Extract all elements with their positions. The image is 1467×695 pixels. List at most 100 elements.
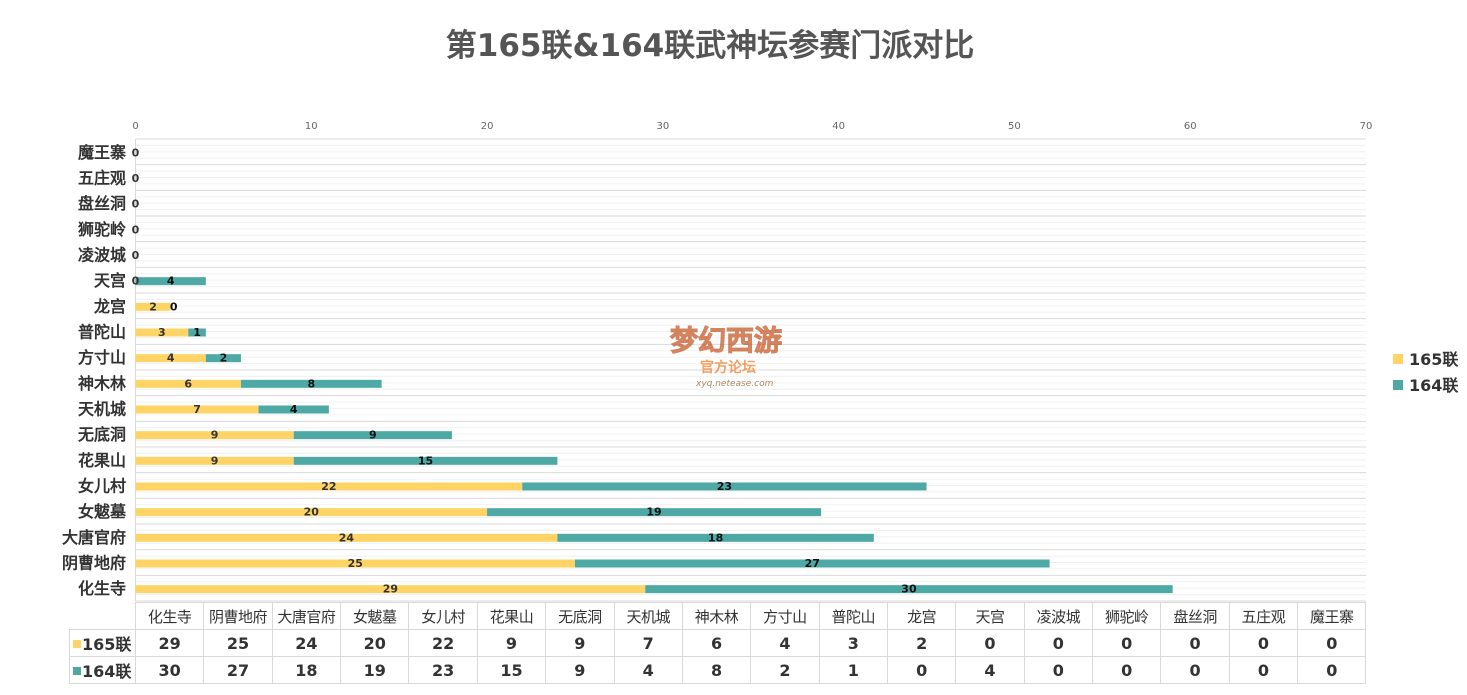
table-category-header: 魔王寨 [1297,602,1367,630]
category-label: 天机城 [78,400,126,419]
bar-164 [487,508,822,517]
data-label-165: 0 [132,198,140,211]
data-label-164: 27 [805,557,820,570]
table-series-header-164联: 164联 [69,656,136,684]
category-label: 普陀山 [78,323,126,342]
bar-chart: 0 10 20 30 40 50 60 70 化生寺阴曹地府大唐官府女魃墓女儿村花果山无底洞天… [62,121,1373,602]
x-tick-label: 60 [1184,121,1197,132]
table-value-cell: 0 [1160,656,1230,684]
bar-164 [240,379,382,388]
table-category-header: 普陀山 [818,602,888,630]
data-label-164: 1 [193,326,201,339]
category-label: 女儿村 [78,477,126,496]
category-label: 女魃墓 [78,502,127,521]
table-value-cell: 15 [476,656,547,684]
table-category-header: 狮驼岭 [1092,602,1162,630]
bar-165 [135,585,646,594]
svg-text:xyq.netease.com: xyq.netease.com [695,379,774,389]
data-label-165: 29 [383,583,398,596]
legend-label-165: 165联 [1409,350,1459,369]
category-label: 无底洞 [77,425,126,444]
table-value-cell: 24 [271,629,342,657]
data-label-165: 0 [132,249,140,262]
table-value-cell: 0 [1092,629,1162,657]
data-label-165: 2 [149,300,157,313]
table-series-name: 165联 [82,635,132,654]
data-label-164: 19 [646,506,661,519]
bar-165 [135,354,206,363]
table-value-cell: 0 [886,656,957,684]
watermark-logo: 梦幻西游 官方论坛 xyq.netease.com [666,310,806,395]
bar-165 [135,431,294,440]
table-category-header: 女魃墓 [340,602,410,630]
chart-title: 第165联&164联武神坛参赛门派对比 [445,28,975,64]
table-value-cell: 3 [818,629,888,657]
legend-item-165: 165联 [1393,346,1458,370]
bar-164 [188,328,206,337]
table-legend-swatch [73,640,81,648]
table-value-cell: 0 [1092,656,1162,684]
data-label-165: 3 [158,326,166,339]
table-category-header: 凌波城 [1023,602,1094,630]
category-label: 魔王寨 [78,143,126,162]
bar-164 [293,431,452,440]
data-label-164: 15 [418,454,433,467]
bar-165 [135,508,488,517]
data-label-164: 23 [717,480,732,493]
x-tick-label: 20 [481,121,494,132]
table-value-cell: 4 [613,656,683,684]
data-label-164: 18 [708,531,723,544]
legend-swatch-164 [1393,380,1403,390]
bar-165 [135,328,189,337]
table-category-header: 化生寺 [134,602,205,630]
bar-164 [574,559,1050,568]
data-label-165: 9 [211,429,219,442]
table-value-cell: 2 [886,629,957,657]
table-value-cell: 25 [203,629,273,657]
bar-165 [135,482,523,491]
table-value-cell: 30 [134,656,205,684]
data-label-165: 7 [193,403,201,416]
table-corner [70,603,136,630]
bar-164 [135,277,206,286]
x-tick-label: 70 [1360,121,1373,132]
category-label: 花果山 [78,451,126,470]
data-label-164: 4 [290,403,298,416]
category-label: 阴曹地府 [62,554,126,573]
category-label: 化生寺 [78,579,126,598]
data-label-165: 0 [132,275,140,288]
bar-165 [135,533,558,542]
legend-label-164: 164联 [1409,376,1459,395]
data-label-165: 22 [321,480,336,493]
table-category-header: 天机城 [613,602,683,630]
table-value-cell: 0 [1160,629,1230,657]
data-label-165: 4 [167,352,175,365]
data-label-164: 8 [307,377,315,390]
table-value-cell: 4 [955,656,1025,684]
table-category-header: 女儿村 [408,602,478,630]
data-label-164: 0 [170,300,178,313]
data-label-165: 0 [132,223,140,236]
svg-text:梦幻西游: 梦幻西游 [670,324,782,357]
table-value-cell: 7 [613,629,683,657]
table-value-cell: 27 [203,656,273,684]
data-label-164: 4 [167,275,175,288]
data-label-165: 24 [339,531,355,544]
x-tick-label: 0 [132,121,138,132]
bar-164 [205,354,241,363]
table-series-name: 164联 [82,662,132,681]
category-label: 盘丝洞 [78,194,126,213]
bar-165 [135,405,259,414]
data-label-164: 9 [369,429,377,442]
svg-text:官方论坛: 官方论坛 [700,359,756,376]
x-tick-label: 30 [656,121,669,132]
category-label: 大唐官府 [62,528,126,547]
table-value-cell: 0 [1023,656,1094,684]
table-value-cell: 20 [340,629,410,657]
x-tick-label: 40 [832,121,845,132]
table-value-cell: 9 [545,656,615,684]
category-label: 龙宫 [93,297,126,316]
table-category-header: 花果山 [476,602,547,630]
table-value-cell: 0 [1297,656,1367,684]
data-label-165: 9 [211,454,219,467]
